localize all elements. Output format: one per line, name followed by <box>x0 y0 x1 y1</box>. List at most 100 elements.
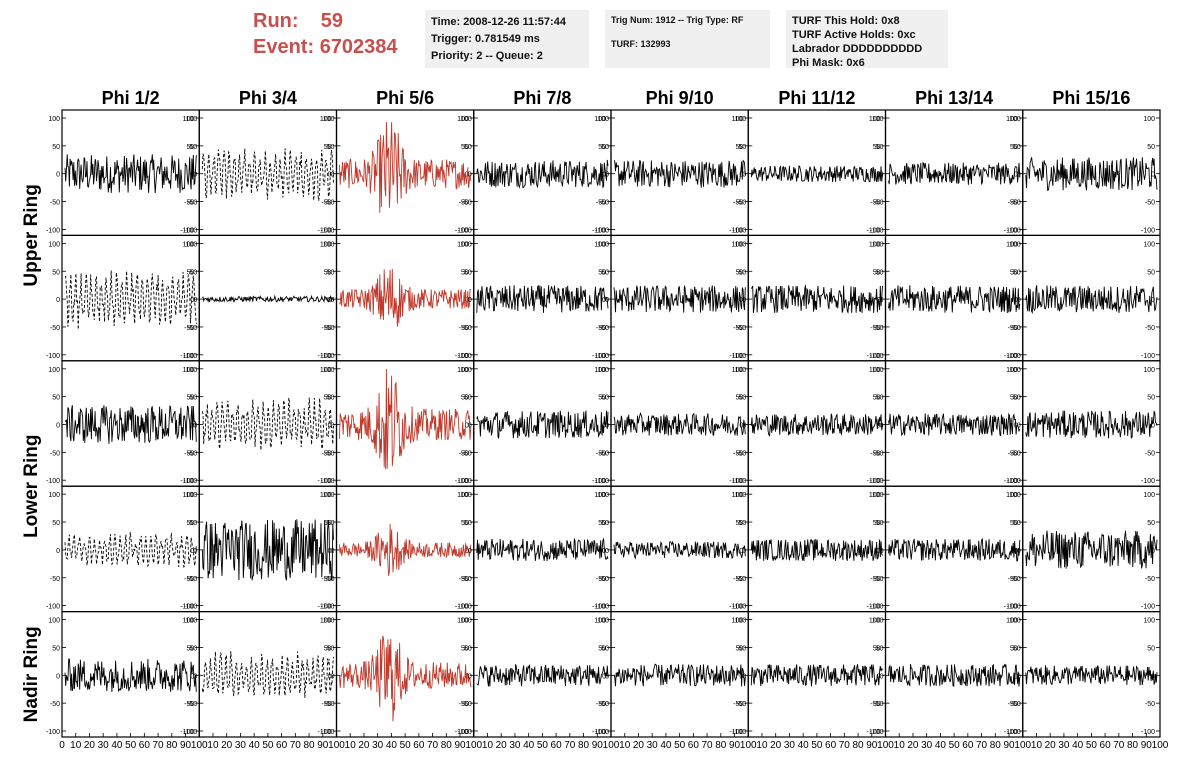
y-tick-label: 50 <box>464 269 472 276</box>
y-tick-label: 0 <box>465 548 469 555</box>
y-tick-label: -50 <box>870 200 880 207</box>
y-tick-label: -50 <box>184 576 194 583</box>
y-tick-label: 0 <box>193 297 197 304</box>
y-tick-label: -50 <box>736 576 746 583</box>
y-tick-label: -50 <box>187 701 197 708</box>
y-tick-label: -50 <box>321 200 331 207</box>
x-tick-label: 100 <box>740 740 757 751</box>
x-tick-label: 40 <box>660 740 672 751</box>
y-tick-label: 100 <box>869 116 881 123</box>
y-tick-label: -100 <box>180 604 194 611</box>
y-tick-label: 50 <box>186 269 194 276</box>
y-tick-label: 100 <box>597 367 609 374</box>
y-tick-label: -100 <box>46 729 60 736</box>
x-tick-label: 100 <box>603 740 620 751</box>
y-tick-label: -100 <box>1007 353 1021 360</box>
y-tick-label: 50 <box>598 645 606 652</box>
y-tick-label: 50 <box>189 144 197 151</box>
y-tick-label: 50 <box>327 395 335 402</box>
x-tick-label: 40 <box>1072 740 1084 751</box>
y-tick-label: 0 <box>193 172 197 179</box>
y-tick-label: 100 <box>323 618 335 625</box>
x-tick-label: 60 <box>139 740 151 751</box>
y-tick-label: 50 <box>1010 395 1018 402</box>
y-tick-label: 100 <box>735 492 747 499</box>
y-tick-label: 50 <box>1147 645 1155 652</box>
y-tick-label: 0 <box>190 297 194 304</box>
y-tick-label: -100 <box>732 353 746 360</box>
y-tick-label: -100 <box>869 478 883 485</box>
y-tick-label: 50 <box>598 395 606 402</box>
waveform-trace <box>888 161 1021 185</box>
x-tick-label: 80 <box>852 740 864 751</box>
y-tick-label: 0 <box>56 423 60 430</box>
y-tick-label: -100 <box>869 227 883 234</box>
y-tick-label: -100 <box>180 353 194 360</box>
y-tick-label: 100 <box>872 618 884 625</box>
y-tick-label: 100 <box>872 492 884 499</box>
y-tick-label: 50 <box>324 645 332 652</box>
y-tick-label: -50 <box>596 701 606 708</box>
column-title: Phi 1/2 <box>102 88 160 108</box>
panel-frame <box>610 234 749 362</box>
y-tick-label: -50 <box>596 200 606 207</box>
y-tick-label: 100 <box>48 116 60 123</box>
y-tick-label: 50 <box>324 144 332 151</box>
y-tick-label: -50 <box>733 701 743 708</box>
y-tick-label: 50 <box>601 144 609 151</box>
y-tick-label: 0 <box>880 673 884 680</box>
y-tick-label: 50 <box>601 395 609 402</box>
time-text: Time: 2008-12-26 11:57:44 <box>431 16 566 28</box>
y-tick-label: 50 <box>735 645 743 652</box>
x-tick-label: 10 <box>345 740 357 751</box>
y-tick-label: 50 <box>1010 269 1018 276</box>
y-tick-label: -100 <box>729 227 743 234</box>
y-tick-label: 0 <box>468 297 472 304</box>
x-tick-label: 50 <box>262 740 274 751</box>
y-tick-label: -100 <box>455 604 469 611</box>
x-tick-label: 70 <box>564 740 576 751</box>
x-tick-label: 50 <box>1086 740 1098 751</box>
y-tick-label: 50 <box>738 395 746 402</box>
y-tick-label: -100 <box>183 227 197 234</box>
waveform-trace <box>888 538 1021 562</box>
y-tick-label: 50 <box>186 645 194 652</box>
waveform-trace <box>888 663 1021 687</box>
y-tick-label: 100 <box>732 367 744 374</box>
y-tick-label: -100 <box>592 478 606 485</box>
waveform-trace <box>476 159 609 189</box>
y-tick-label: -50 <box>1145 701 1155 708</box>
y-tick-label: 0 <box>602 297 606 304</box>
y-tick-label: 100 <box>186 492 198 499</box>
y-tick-label: -100 <box>592 729 606 736</box>
x-tick-label: 100 <box>877 740 894 751</box>
y-tick-label: 100 <box>183 367 195 374</box>
y-tick-label: 0 <box>331 423 335 430</box>
y-tick-label: -100 <box>866 729 880 736</box>
y-tick-label: -100 <box>595 729 609 736</box>
y-tick-label: -100 <box>320 729 334 736</box>
x-tick-label: 70 <box>839 740 851 751</box>
x-tick-label: 0 <box>59 740 65 751</box>
y-tick-label: -50 <box>184 325 194 332</box>
active-holds-text: TURF Active Holds: 0xc <box>792 29 916 41</box>
y-tick-label: -100 <box>595 478 609 485</box>
y-tick-label: -50 <box>873 450 883 457</box>
run-event-header: Run: 59 Event: 6702384 <box>253 8 398 60</box>
y-tick-label: 100 <box>594 241 606 248</box>
y-tick-label: 100 <box>735 116 747 123</box>
y-tick-label: 0 <box>331 172 335 179</box>
trigger-text: Trigger: 0.781549 ms <box>431 33 540 45</box>
y-tick-label: 100 <box>869 492 881 499</box>
y-tick-label: -50 <box>459 576 469 583</box>
y-tick-label: 0 <box>328 172 332 179</box>
y-tick-label: -50 <box>1011 701 1021 708</box>
x-tick-label: 80 <box>166 740 178 751</box>
y-tick-label: -50 <box>736 701 746 708</box>
y-tick-label: -50 <box>50 325 60 332</box>
y-tick-label: 50 <box>461 395 469 402</box>
y-tick-label: 100 <box>48 618 60 625</box>
y-tick-label: 100 <box>1009 367 1021 374</box>
y-tick-label: 100 <box>186 618 198 625</box>
waveform-trace <box>476 410 609 439</box>
